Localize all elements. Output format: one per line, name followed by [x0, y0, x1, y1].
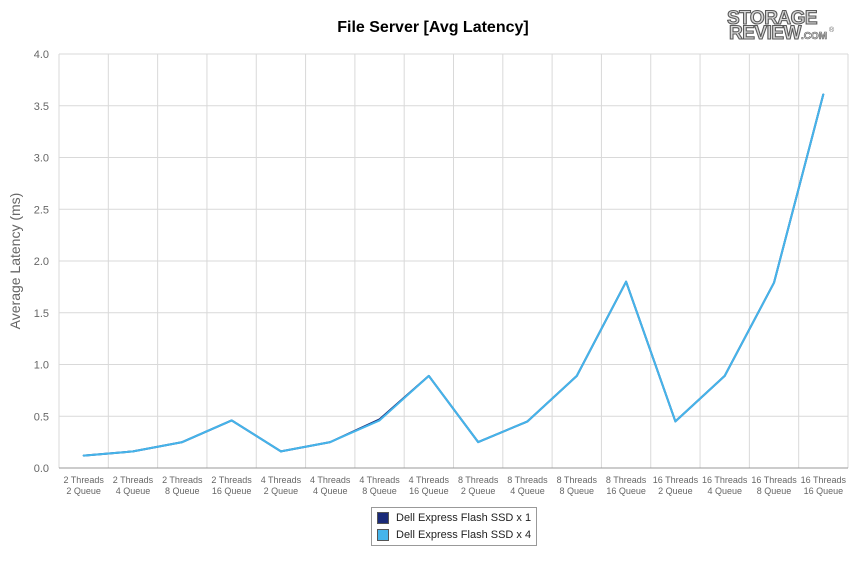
legend-label-series-2: Dell Express Flash SSD x 4: [396, 529, 532, 541]
x-tick-label: 8 Queue: [165, 486, 200, 496]
x-tick-label: 2 Threads: [113, 475, 154, 485]
x-tick-label: 2 Queue: [461, 486, 496, 496]
x-tick-label: 8 Threads: [557, 475, 598, 485]
data-point-series-2: [280, 450, 282, 453]
x-tick-label: 4 Threads: [359, 475, 400, 485]
data-point-series-2: [575, 374, 578, 377]
x-tick-label: 8 Threads: [458, 475, 499, 485]
logo-suffix: .COM: [800, 31, 828, 42]
y-tick-label: 2.5: [34, 204, 49, 216]
x-tick-label: 16 Queue: [212, 486, 252, 496]
data-point-series-2: [674, 420, 677, 423]
x-tick-label: 4 Threads: [310, 475, 351, 485]
x-tick-label: 2 Threads: [211, 475, 252, 485]
storagereview-logo: STORAGE REVIEW.COM ®: [723, 8, 838, 44]
x-tick-label: 16 Threads: [751, 475, 797, 485]
y-tick-label: 2.0: [34, 256, 49, 268]
x-tick-label: 16 Queue: [409, 486, 449, 496]
x-tick-label: 8 Queue: [757, 486, 792, 496]
x-tick-label: 2 Queue: [264, 486, 299, 496]
data-point-series-2: [82, 454, 85, 457]
legend-swatch-series-2: [377, 529, 389, 541]
x-tick-label: 4 Queue: [707, 486, 742, 496]
x-tick-label: 4 Queue: [510, 486, 545, 496]
data-point-series-2: [181, 441, 184, 444]
logo-word: REVIEW: [728, 23, 802, 44]
x-tick-label: 2 Queue: [658, 486, 693, 496]
x-tick-label: 8 Queue: [560, 486, 595, 496]
y-tick-label: 4.0: [34, 49, 49, 61]
logo-line-1: STORAGE: [726, 8, 818, 29]
x-tick-label: 2 Threads: [162, 475, 203, 485]
legend-item-series-1[interactable]: Dell Express Flash SSD x 1: [377, 511, 531, 525]
x-tick-label: 8 Threads: [606, 475, 647, 485]
chart-title: File Server [Avg Latency]: [337, 19, 529, 36]
data-point-series-2: [773, 281, 775, 284]
y-axis-label: Average Latency (ms): [7, 193, 23, 330]
x-tick-label: 16 Threads: [653, 475, 699, 485]
chart-legend: Dell Express Flash SSD x 1 Dell Express …: [371, 507, 537, 546]
data-point-series-2: [132, 450, 134, 453]
x-tick-label: 4 Queue: [313, 486, 348, 496]
data-point-series-2: [822, 93, 825, 96]
data-point-series-2: [625, 280, 627, 283]
registered-mark: ®: [829, 27, 835, 34]
x-tick-label: 4 Threads: [261, 475, 302, 485]
x-tick-label: 16 Queue: [804, 486, 844, 496]
data-point-series-2: [378, 419, 381, 422]
data-point-series-2: [723, 374, 726, 377]
series-line-2: [83, 94, 825, 457]
x-tick-label: 8 Threads: [507, 475, 548, 485]
x-tick-label: 8 Queue: [362, 486, 397, 496]
legend-label-series-1: Dell Express Flash SSD x 1: [396, 512, 532, 524]
legend-item-series-2[interactable]: Dell Express Flash SSD x 4: [377, 528, 531, 542]
data-point-series-2: [427, 374, 430, 377]
y-tick-label: 0.5: [34, 411, 49, 423]
y-tick-label: 3.0: [34, 153, 49, 165]
x-tick-label: 4 Threads: [409, 475, 450, 485]
y-tick-label: 1.0: [34, 360, 49, 372]
y-tick-label: 0.0: [34, 463, 49, 475]
data-point-series-2: [526, 420, 529, 423]
x-tick-label: 16 Threads: [702, 475, 748, 485]
x-tick-label: 16 Threads: [801, 475, 847, 485]
logo-line-2: REVIEW.COM: [728, 23, 828, 44]
y-tick-label: 1.5: [34, 308, 49, 320]
data-point-series-2: [329, 441, 332, 444]
x-tick-label: 2 Queue: [66, 486, 101, 496]
legend-swatch-series-1: [377, 512, 389, 524]
data-point-series-2: [230, 419, 233, 422]
y-tick-label: 3.5: [34, 101, 49, 113]
data-point-series-2: [477, 441, 480, 444]
x-tick-label: 2 Threads: [63, 475, 104, 485]
x-tick-label: 16 Queue: [606, 486, 646, 496]
x-tick-label: 4 Queue: [116, 486, 151, 496]
